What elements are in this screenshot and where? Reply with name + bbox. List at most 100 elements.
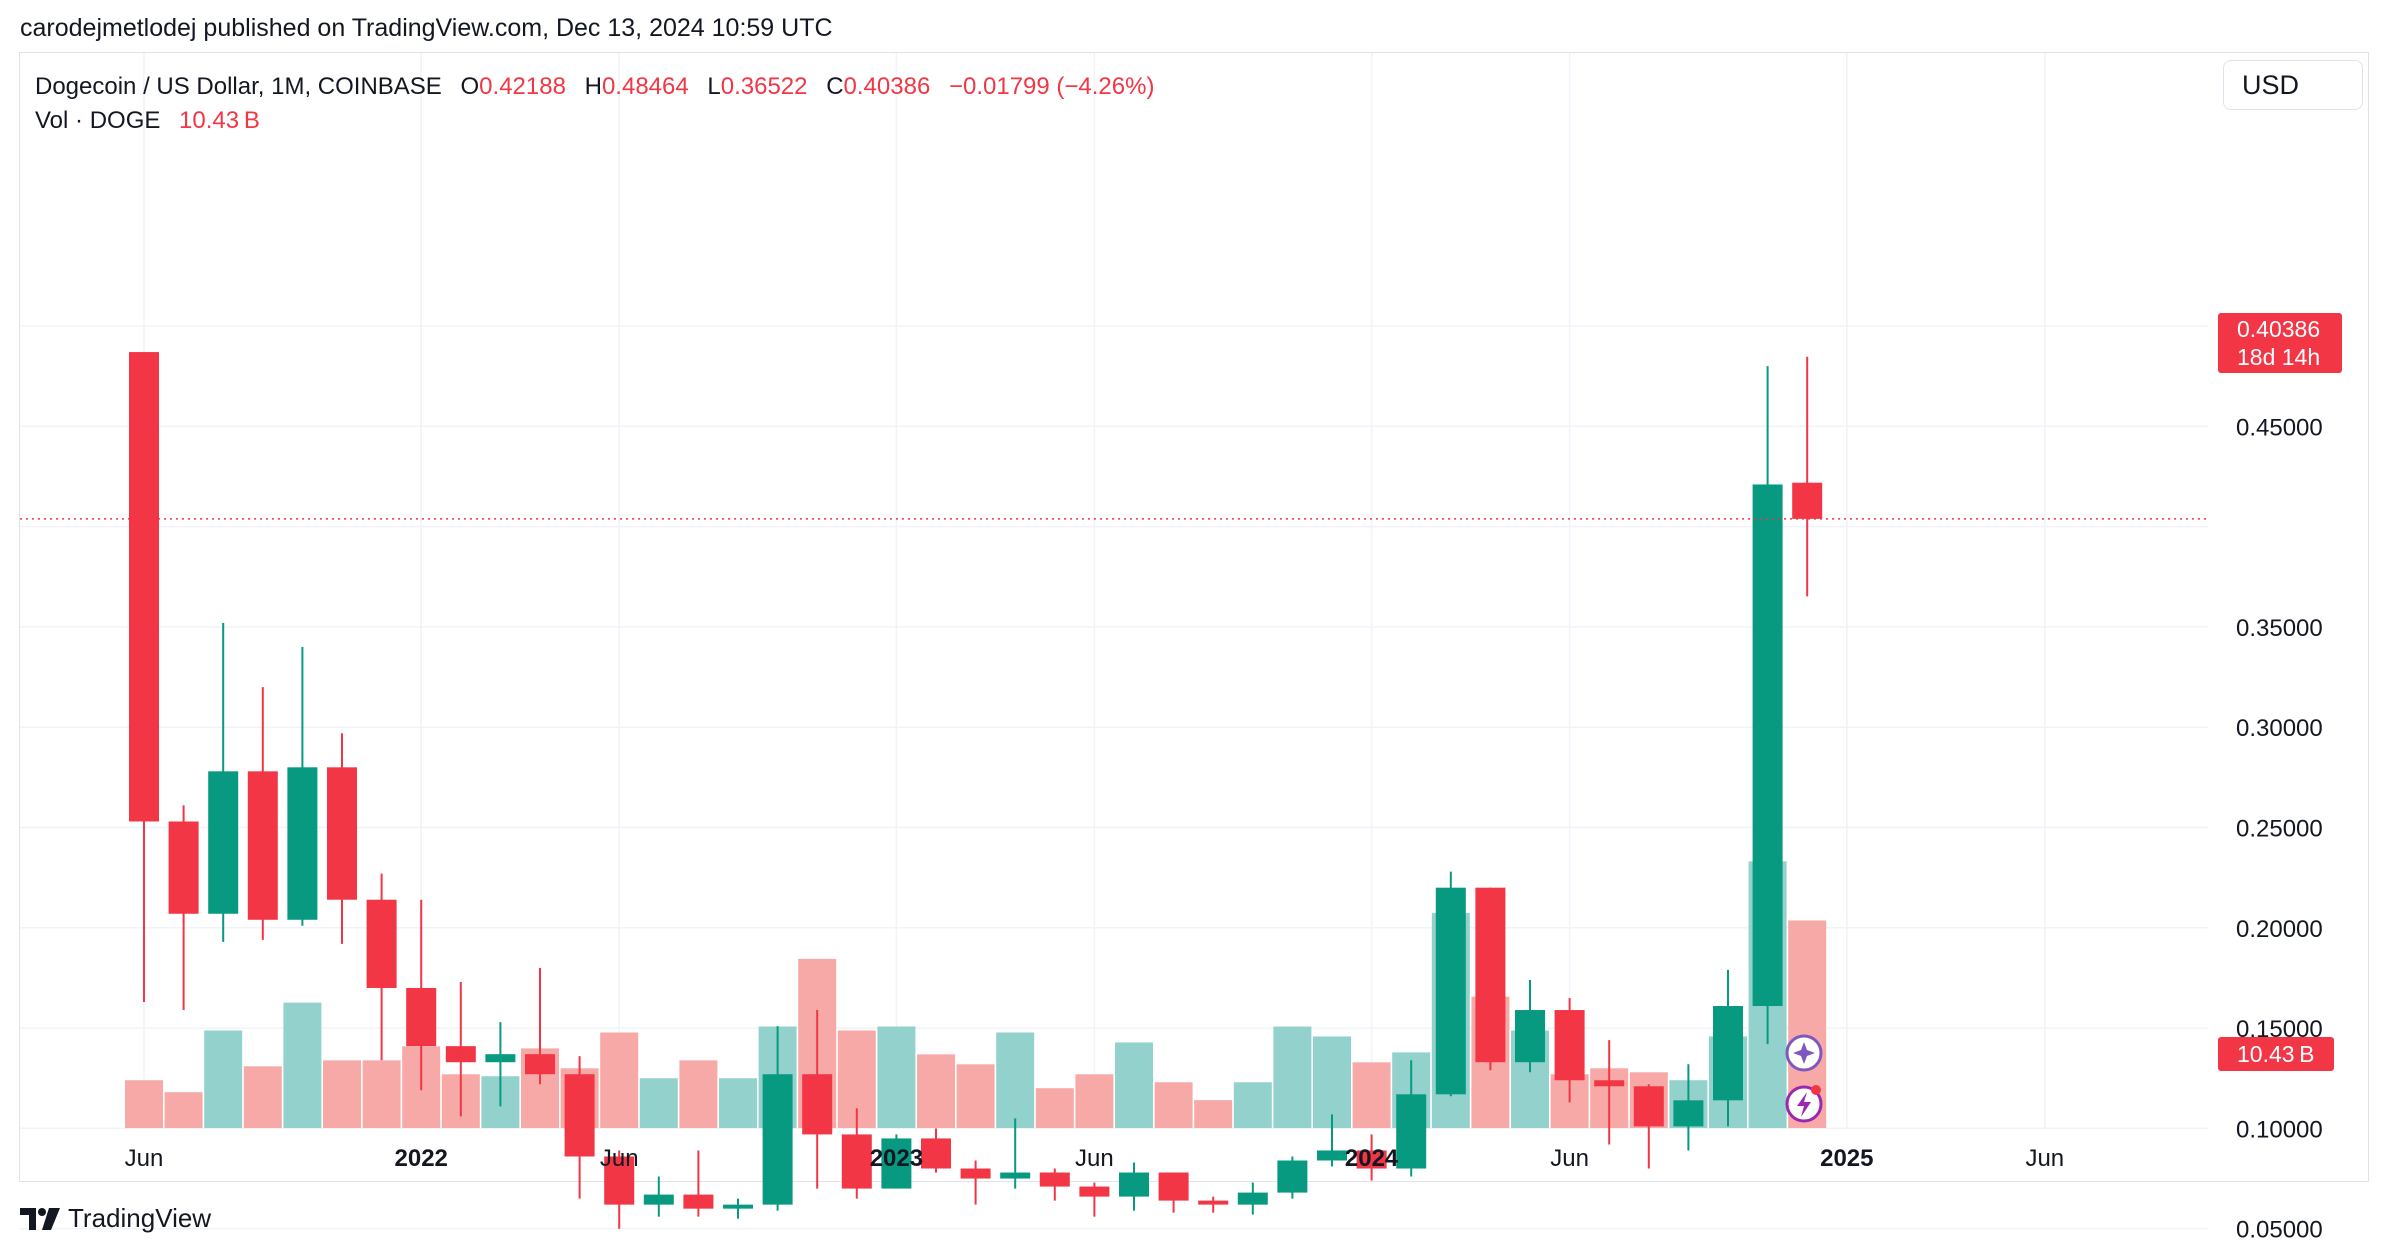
volume-bar — [1233, 1082, 1272, 1128]
price-tick-label: 0.35000 — [2236, 615, 2323, 642]
volume-bar — [1273, 1026, 1312, 1128]
candle-body — [1317, 1150, 1347, 1161]
time-tick-label: 2022 — [395, 1145, 448, 1172]
candle-body — [1277, 1160, 1308, 1193]
candle-body — [1673, 1100, 1704, 1127]
candle-body — [287, 767, 318, 920]
time-tick-label: Jun — [2025, 1145, 2064, 1172]
chart-frame[interactable] — [19, 52, 2369, 1182]
volume-bar — [283, 1002, 322, 1128]
close-label: C — [826, 73, 844, 100]
high-value: 0.48464 — [601, 73, 689, 100]
candle-body — [1000, 1172, 1031, 1179]
time-tick-label: 2023 — [870, 1145, 923, 1172]
low-value: 0.36522 — [720, 73, 808, 100]
candle-body — [1356, 1150, 1387, 1169]
volume-bar — [204, 1030, 243, 1128]
volume-bar — [362, 1060, 401, 1128]
lightning-icon[interactable] — [1785, 1085, 1823, 1123]
candle-body — [485, 1054, 516, 1063]
candle-body — [960, 1168, 991, 1179]
volume-bar — [125, 1080, 163, 1128]
footer-brand[interactable]: TradingView — [20, 1203, 211, 1234]
price-tick-label: 0.25000 — [2236, 816, 2323, 843]
time-tick-label: 2025 — [1820, 1145, 1873, 1172]
volume-badge — [2218, 1037, 2334, 1071]
volume-bar — [243, 1066, 282, 1128]
time-axis: Jun 2022 Jun 2023 Jun 2024 Jun 2025 Jun — [125, 1145, 2065, 1172]
high-label: H — [584, 73, 602, 100]
time-tick-label: Jun — [1550, 1145, 1589, 1172]
price-badge-countdown: 18d 14h — [2237, 344, 2320, 370]
footer-brand-label: TradingView — [68, 1203, 212, 1233]
candle-body — [445, 1046, 476, 1063]
candle-body — [208, 771, 239, 914]
price-tick-label: 0.10000 — [2236, 1116, 2323, 1143]
price-tick-label: 0.20000 — [2236, 916, 2323, 943]
axis-badges: 0.40386 18d 14h 10.43 B — [2218, 313, 2342, 1071]
volume-bar — [917, 1054, 955, 1128]
symbol-title[interactable]: Dogecoin / US Dollar, 1M, COINBASE — [35, 73, 442, 100]
volume-bar — [877, 1026, 916, 1128]
currency-button[interactable]: USD — [2223, 60, 2363, 110]
time-tick-label: Jun — [1075, 1145, 1114, 1172]
time-tick-label: Jun — [600, 1145, 639, 1172]
volume-bar — [1035, 1088, 1074, 1128]
candle-body — [168, 821, 199, 914]
candles — [129, 352, 1823, 1229]
ohlc-row: Dogecoin / US Dollar, 1M, COINBASE O0.42… — [35, 70, 1154, 104]
candle-body — [723, 1204, 753, 1209]
candle-body — [1633, 1086, 1664, 1127]
candle-body — [1713, 1006, 1743, 1101]
candle-body — [1039, 1172, 1070, 1187]
volume-bar — [956, 1064, 995, 1128]
candle-body — [1792, 482, 1823, 519]
open-value: 0.42188 — [479, 73, 566, 100]
candle-body — [604, 1156, 635, 1205]
candle-body — [247, 771, 278, 920]
volume-bar — [164, 1092, 203, 1128]
candle-body — [1594, 1080, 1625, 1087]
volume-bar — [1352, 1062, 1391, 1128]
close-value: 0.40386 — [843, 73, 931, 100]
volume-bar — [323, 1060, 361, 1128]
volume-bar — [1154, 1082, 1193, 1128]
candle-body — [406, 987, 437, 1047]
price-badge — [2218, 313, 2342, 373]
volume-bar — [1075, 1074, 1114, 1128]
candle-body — [1752, 484, 1783, 1007]
time-tick-label: Jun — [125, 1145, 164, 1172]
candle-body — [1119, 1172, 1149, 1197]
candle-body — [1435, 887, 1466, 1095]
candle-body — [129, 352, 159, 822]
candle-body — [762, 1074, 793, 1205]
tradingview-logo-icon — [20, 1207, 60, 1230]
volume-bar — [1313, 1036, 1351, 1128]
candle-body — [841, 1134, 872, 1189]
candle-body — [366, 899, 397, 988]
volume-bar — [600, 1032, 639, 1128]
change-value: −0.01799 (−4.26%) — [948, 73, 1155, 100]
volume-row: Vol · DOGE 10.43 B — [35, 104, 1154, 138]
volume-bar — [679, 1060, 718, 1128]
volume-badge-value: 10.43 B — [2237, 1041, 2315, 1067]
candle-body — [921, 1138, 951, 1169]
volume-bar — [1115, 1042, 1153, 1128]
candle-body — [525, 1054, 555, 1075]
sparkle-icon[interactable] — [1785, 1034, 1823, 1072]
volume-label[interactable]: Vol · DOGE — [35, 107, 161, 134]
candle-body — [1198, 1200, 1229, 1205]
candle-body — [1396, 1094, 1427, 1169]
chart-legend: Dogecoin / US Dollar, 1M, COINBASE O0.42… — [35, 70, 1154, 138]
candle-body — [643, 1194, 674, 1205]
price-tick-label: 0.05000 — [2236, 1217, 2323, 1244]
publisher-line: carodejmetlodej published on TradingView… — [20, 14, 833, 42]
candle-body — [1515, 1010, 1545, 1063]
candle-body — [1237, 1192, 1268, 1205]
volume-bar — [719, 1078, 757, 1128]
open-label: O — [460, 73, 480, 100]
low-label: L — [707, 73, 721, 100]
candle-body — [1475, 887, 1506, 1063]
candle-body — [802, 1074, 833, 1135]
